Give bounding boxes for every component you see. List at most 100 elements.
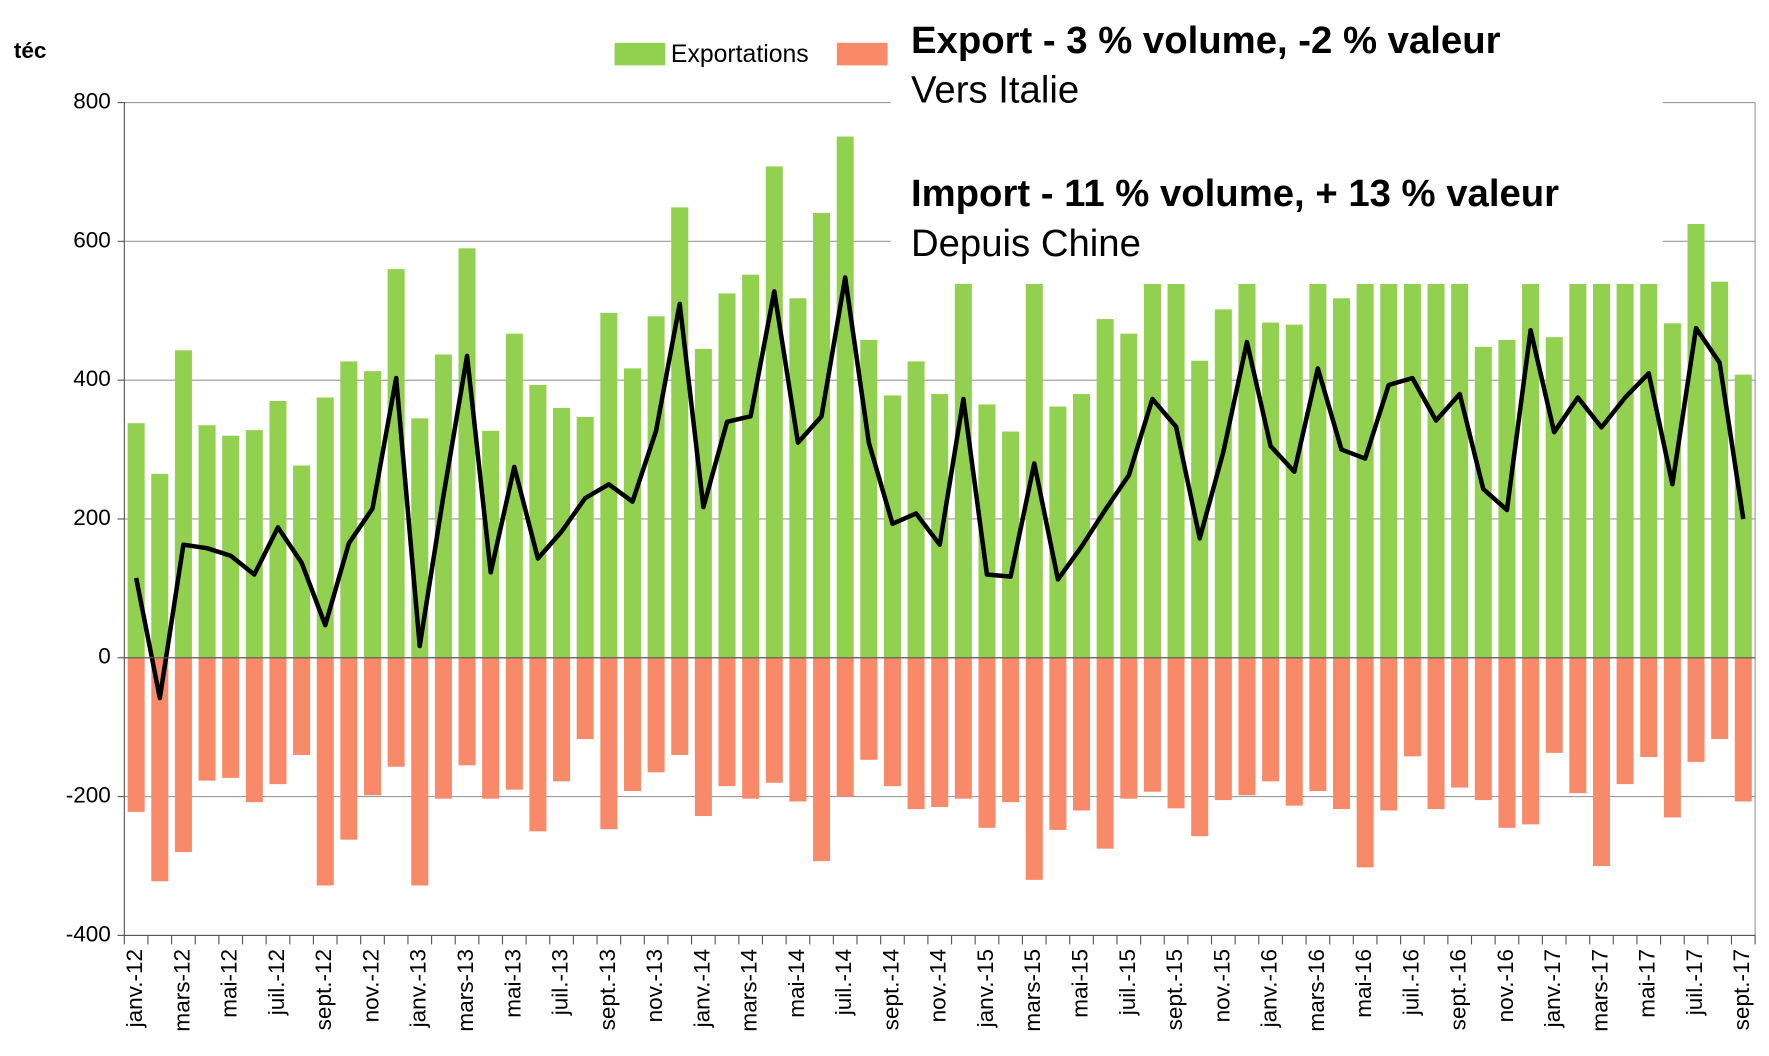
bar <box>1640 657 1658 758</box>
annotation: Depuis Chine <box>911 222 1141 265</box>
bar <box>1474 346 1492 658</box>
annotation-box <box>890 0 1663 285</box>
bar <box>1522 657 1540 825</box>
bar <box>316 397 334 658</box>
x-tick-label: sept.-17 <box>1729 949 1754 1030</box>
bar <box>907 657 925 810</box>
bar <box>340 657 358 840</box>
bar <box>529 657 547 832</box>
x-tick-label: juil.-17 <box>1682 949 1707 1016</box>
annotation: Import - 11 % volume, + 13 % valeur <box>911 172 1559 215</box>
bar <box>1262 657 1280 782</box>
bar <box>458 657 476 766</box>
bar <box>671 657 689 755</box>
bar <box>1238 204 1256 658</box>
bar <box>1403 279 1421 658</box>
bar <box>1073 394 1091 658</box>
bar <box>1592 219 1610 658</box>
bar <box>174 657 192 853</box>
bar <box>293 657 311 755</box>
y-tick-label: 0 <box>98 644 111 669</box>
bar <box>1167 276 1185 658</box>
bar <box>931 394 949 658</box>
x-tick-label: nov.-15 <box>1209 949 1234 1022</box>
bar <box>1711 281 1729 658</box>
bar <box>931 657 949 808</box>
bar <box>458 248 476 658</box>
bar <box>1332 657 1351 810</box>
bar <box>1663 323 1681 658</box>
bar <box>1025 657 1043 880</box>
bar <box>505 333 523 658</box>
x-tick-label: mai-16 <box>1351 949 1376 1018</box>
bar <box>1498 657 1516 828</box>
bar <box>1616 657 1634 785</box>
bar <box>1049 406 1067 658</box>
bar <box>482 657 500 799</box>
bar <box>836 136 854 658</box>
bar <box>1143 657 1161 792</box>
legend-swatch <box>836 42 888 66</box>
bar <box>742 274 760 658</box>
x-tick-label: janv.-17 <box>1540 949 1565 1029</box>
bar <box>505 657 523 790</box>
x-tick-label: janv.-15 <box>973 949 998 1029</box>
y-tick-label: 400 <box>73 366 111 391</box>
x-tick-label: mars-14 <box>737 949 762 1032</box>
x-tick-label: nov.-16 <box>1493 949 1518 1022</box>
bar <box>340 361 358 658</box>
bar <box>1096 657 1114 849</box>
bar <box>174 350 192 658</box>
bar <box>1238 657 1256 796</box>
bar <box>1356 657 1374 868</box>
bar <box>316 657 334 886</box>
x-tick-label: mars-12 <box>169 949 194 1032</box>
bar <box>883 657 901 787</box>
x-tick-label: janv.-13 <box>406 949 431 1029</box>
x-tick-label: juil.-14 <box>831 949 856 1016</box>
bar <box>1522 163 1540 658</box>
bar <box>623 657 641 792</box>
bar <box>1687 657 1705 762</box>
bar <box>954 258 972 658</box>
bar <box>434 657 452 799</box>
bar <box>1451 264 1469 658</box>
bar <box>742 657 760 799</box>
bar <box>269 657 287 785</box>
bar <box>836 657 854 797</box>
bar <box>647 657 665 773</box>
bar <box>529 385 547 658</box>
bar <box>127 423 145 658</box>
line <box>133 275 1746 701</box>
bar <box>1427 269 1445 658</box>
x-tick-label: nov.-12 <box>358 949 383 1022</box>
bar <box>1545 657 1563 753</box>
bar <box>978 404 996 658</box>
y-tick-label: -400 <box>66 921 111 946</box>
bar <box>1002 431 1020 658</box>
y-axis-label: téc <box>14 38 47 63</box>
x-tick-label: nov.-13 <box>642 949 667 1022</box>
x-tick-label: sept.-12 <box>311 949 336 1030</box>
bar <box>765 657 783 783</box>
bar <box>245 657 263 803</box>
x-tick-label: nov.-14 <box>926 949 951 1022</box>
bar <box>1002 657 1020 803</box>
bar <box>860 657 878 760</box>
bar <box>600 657 618 830</box>
bar <box>1143 264 1161 658</box>
bar <box>1569 262 1587 658</box>
bar <box>1711 657 1729 739</box>
bar <box>694 657 712 817</box>
bar <box>765 166 783 658</box>
x-tick-label: janv.-12 <box>122 949 147 1029</box>
bar <box>1096 319 1114 658</box>
bar <box>1073 657 1091 811</box>
bar <box>222 435 240 658</box>
y-tick-label: 600 <box>73 227 111 252</box>
bar <box>1380 232 1398 658</box>
x-tick-label: mars-17 <box>1587 949 1612 1032</box>
bar <box>671 207 689 658</box>
x-tick-label: mai-14 <box>784 949 809 1018</box>
